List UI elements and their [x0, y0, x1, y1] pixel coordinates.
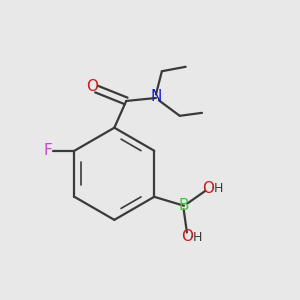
Text: N: N — [150, 89, 162, 104]
Text: O: O — [202, 181, 214, 196]
Text: F: F — [43, 143, 52, 158]
Text: ·H: ·H — [211, 182, 224, 195]
Text: O: O — [86, 79, 98, 94]
Text: ·H: ·H — [190, 231, 203, 244]
Text: O: O — [181, 229, 193, 244]
Text: B: B — [179, 198, 189, 213]
